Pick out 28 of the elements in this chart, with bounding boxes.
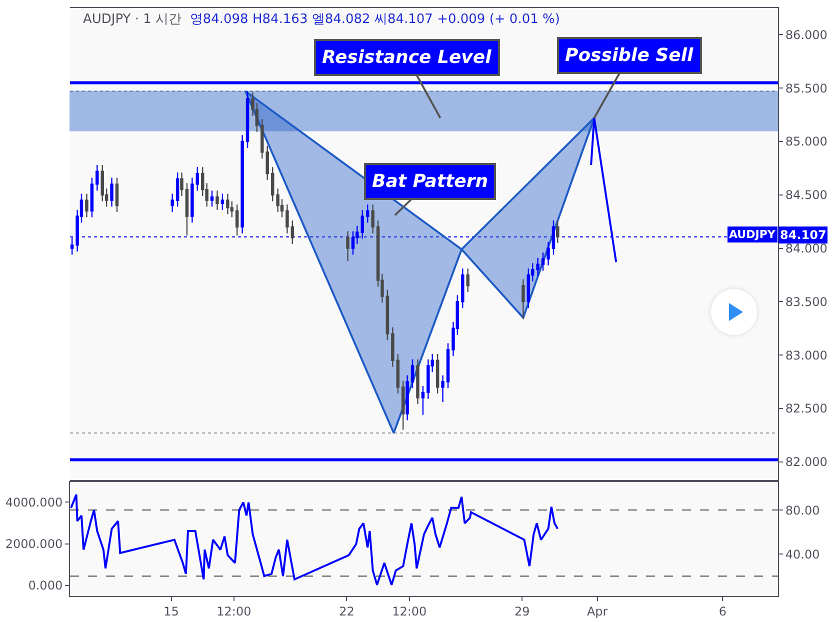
annotation: Possible Sell [565,45,694,66]
y-tick-label: 4000.000 [5,495,63,510]
x-tick-label: 12:00 [216,604,252,618]
x-tick-label: 22 [339,604,354,618]
chart-subtitle: 영84.098 H84.163 엘84.082 씨84.107 +0.009 (+ 0.01 %) [190,12,560,27]
ref-line-label: AUDJPY [729,228,776,241]
x-tick-label: 15 [164,604,179,618]
y-tick-label: 85.000 [785,134,828,149]
y-tick-label: 86.000 [785,28,828,42]
text: 84.107 [780,228,826,242]
x-tick-label: 29 [514,604,530,618]
y-tick-label: 83.500 [785,294,828,309]
x-tick-label: 6 [718,604,726,618]
y-tick-label: 82.500 [785,402,828,416]
y-tick-label: 84.000 [785,241,828,256]
y2-tick-label: 80.00 [785,503,820,518]
y-tick-label: 82.000 [785,455,828,470]
y-tick-label: 84.500 [785,188,828,202]
y-tick-label: 0.000 [28,578,63,593]
x-tick-label: Apr [586,604,608,618]
x-tick-label: 12:00 [392,604,427,618]
chart-title: AUDJPY · 1 시간 [83,12,182,27]
annotation: Bat Pattern [372,171,488,192]
y-tick-label: 85.500 [785,81,828,96]
y-tick-label: 2000.000 [5,536,63,551]
y2-tick-label: 40.00 [785,547,820,562]
annotation: Resistance Level [322,47,492,68]
y-tick-label: 83.000 [785,348,828,362]
